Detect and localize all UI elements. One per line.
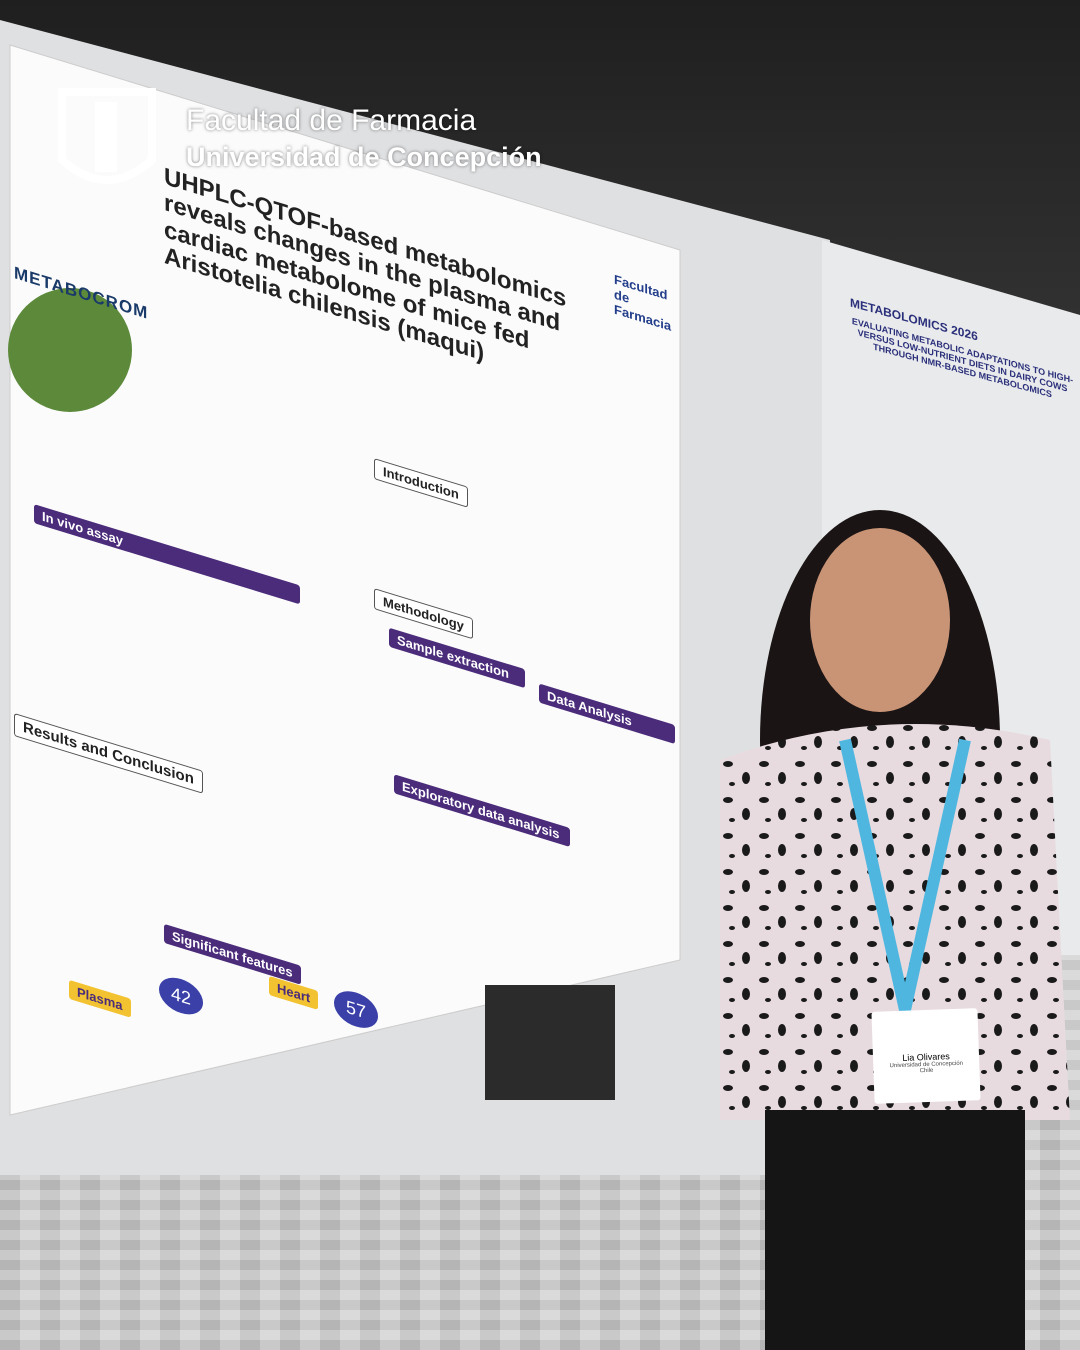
face	[810, 528, 950, 712]
overlay-faculty: Facultad de Farmacia	[186, 104, 477, 137]
feature-count: 57	[334, 985, 378, 1034]
poster-faculty: Facultad de Farmacia	[614, 271, 672, 334]
overlay-university: Universidad de Concepción	[186, 142, 542, 172]
maqui-photo	[8, 288, 132, 412]
visitor-legs	[485, 985, 615, 1100]
logo-shield	[58, 88, 156, 184]
section-heading: Data Analysis	[539, 683, 675, 745]
section-heading: Sample extraction	[389, 627, 525, 689]
poster-2: METABOLOMICS 2026 EVALUATING METABOLIC A…	[830, 260, 1080, 947]
poster-sheet	[9, 44, 681, 1116]
section-heading: Exploratory data analysis	[394, 774, 570, 847]
blouse	[720, 724, 1070, 1120]
section-heading: Results and Conclusion	[14, 713, 203, 794]
section-heading: Significant features	[164, 923, 301, 985]
section-heading: Introduction	[374, 458, 468, 508]
poster-logo: METABOCROM	[14, 263, 149, 324]
name-badge: Lia Olivares Universidad de Concepción C…	[871, 1008, 981, 1104]
trousers	[765, 1110, 1025, 1350]
section-heading: In vivo assay	[34, 504, 300, 605]
